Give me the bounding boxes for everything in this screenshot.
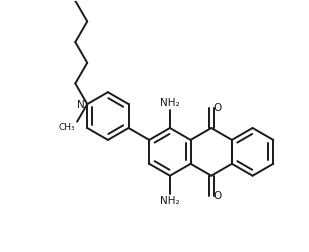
Text: NH₂: NH₂ [160, 98, 180, 108]
Text: CH₃: CH₃ [58, 123, 75, 132]
Text: O: O [213, 103, 222, 113]
Text: NH₂: NH₂ [160, 196, 180, 206]
Text: O: O [213, 191, 222, 201]
Text: N: N [78, 100, 85, 110]
